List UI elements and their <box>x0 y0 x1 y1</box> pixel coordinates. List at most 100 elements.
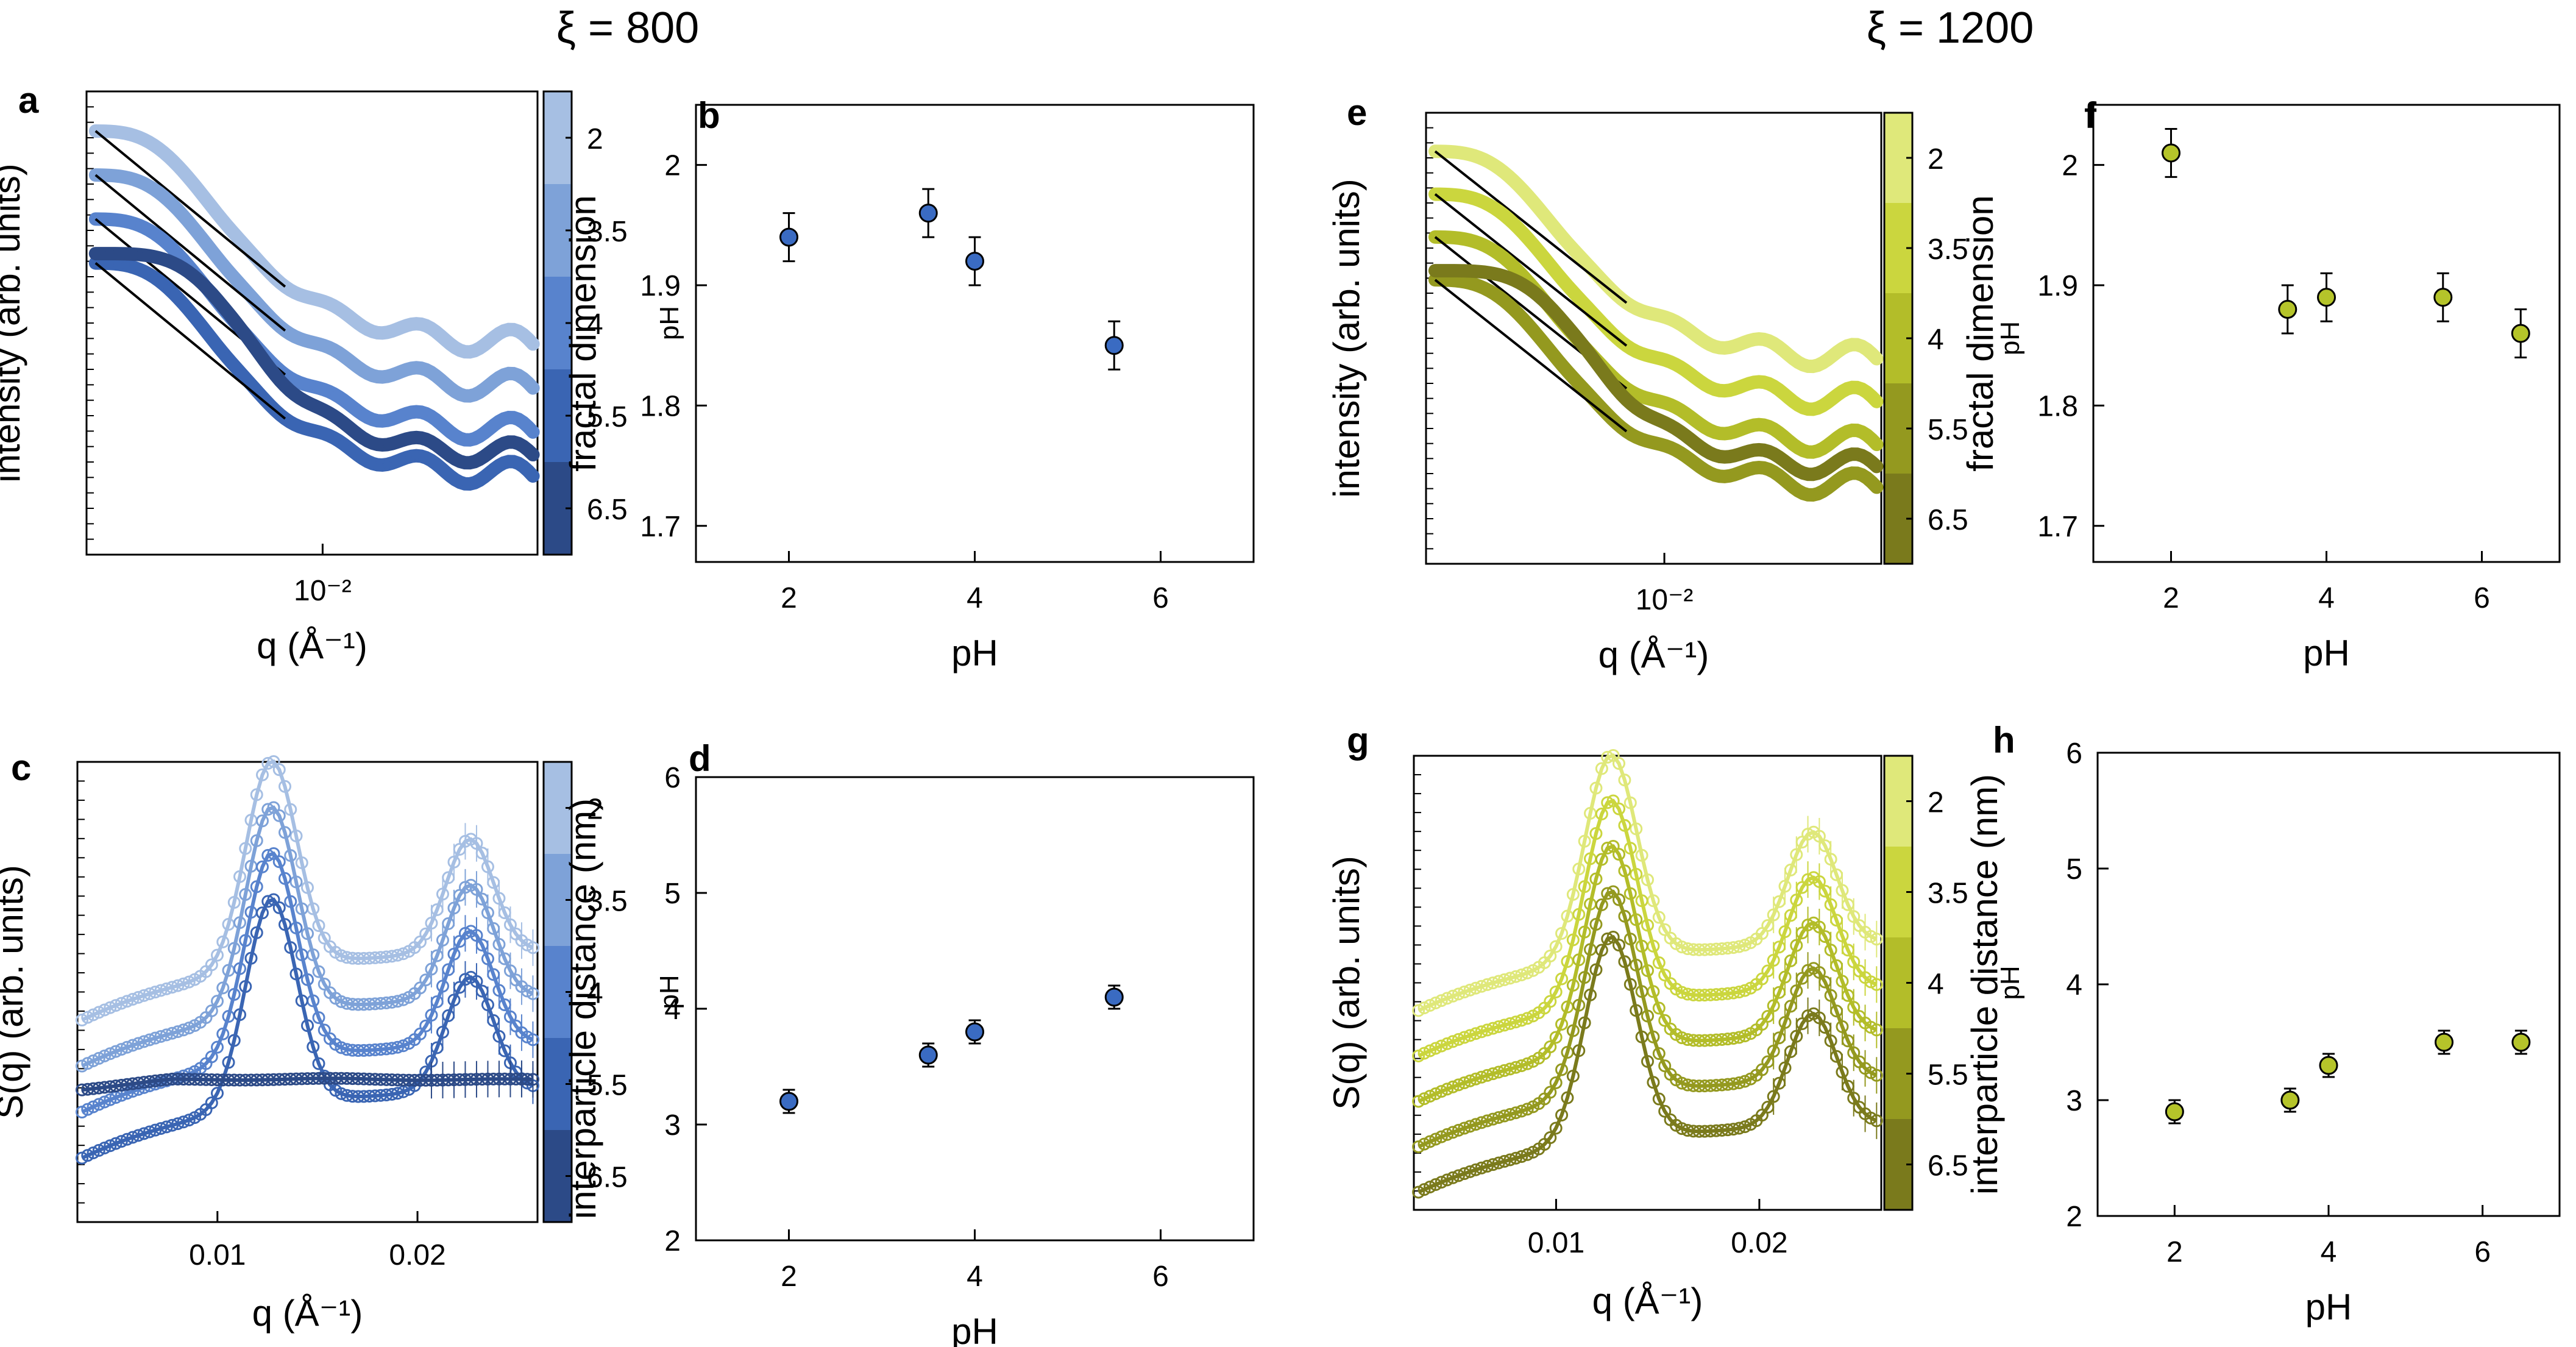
data-point <box>1549 1121 1563 1135</box>
data-point <box>154 984 168 997</box>
data-point <box>1104 336 1124 355</box>
data-point <box>1549 940 1563 953</box>
data-point <box>1798 488 1808 499</box>
data-point <box>280 325 290 336</box>
data-point <box>1618 955 1631 968</box>
data-point <box>1783 459 1794 469</box>
x-tick-label: 6 <box>2474 1236 2491 1268</box>
data-point <box>207 289 218 299</box>
data-point <box>109 1045 122 1058</box>
data-point <box>1566 1069 1580 1082</box>
data-point <box>1641 1009 1654 1023</box>
data-point <box>250 834 263 847</box>
data-point <box>1430 146 1440 157</box>
data-point <box>132 990 145 1004</box>
data-point <box>1566 978 1580 992</box>
data-point <box>1548 349 1558 359</box>
data-point <box>1544 1040 1557 1054</box>
data-point <box>193 227 203 238</box>
data-point <box>216 981 230 995</box>
data-point <box>469 477 480 488</box>
data-point <box>211 995 224 1008</box>
data-point <box>222 264 232 274</box>
data-point <box>1515 1014 1528 1027</box>
y-tick-label: 6 <box>664 762 681 794</box>
data-point <box>1509 1015 1522 1029</box>
data-point <box>137 1127 151 1140</box>
data-point <box>1423 1135 1436 1148</box>
x-tick-label: 10⁻² <box>1636 584 1694 616</box>
data-point <box>455 457 465 467</box>
data-point <box>1680 365 1691 375</box>
data-point <box>1798 468 1808 478</box>
data-point <box>1828 350 1838 361</box>
data-series-g-1 <box>1412 794 1883 1062</box>
data-point <box>1589 963 1603 976</box>
x-tick-label: 2 <box>781 1260 797 1293</box>
data-point <box>1418 1137 1431 1151</box>
data-point <box>1460 234 1470 244</box>
data-point <box>119 172 130 182</box>
data-point <box>411 407 422 417</box>
data-point <box>1515 1150 1528 1163</box>
data-point <box>250 926 263 939</box>
data-point <box>121 1040 134 1054</box>
y-axis-label: interparticle distance (nm) <box>1964 774 2005 1195</box>
data-point <box>126 1039 140 1052</box>
data-point <box>1533 331 1544 341</box>
data-point <box>324 343 334 353</box>
y-tick-label: 2 <box>664 150 681 182</box>
data-point <box>1572 953 1586 967</box>
data-point <box>105 215 115 225</box>
data-point <box>1584 988 1597 1001</box>
data-point <box>1783 435 1794 446</box>
data-point <box>391 995 404 1008</box>
data-point <box>353 450 363 460</box>
data-point <box>1709 470 1720 480</box>
colorbar-tick-label: 2 <box>587 123 603 155</box>
colorbar-tick-label: 6.5 <box>1928 504 1968 536</box>
data-point <box>1566 1024 1580 1037</box>
data-point <box>1480 1023 1494 1037</box>
data-point <box>1518 280 1528 290</box>
colorbar-label: pH <box>1995 321 2025 355</box>
panel-label-f: f <box>2084 95 2097 136</box>
data-point <box>1675 1122 1689 1136</box>
data-point <box>126 1131 140 1144</box>
data-point <box>1842 341 1853 351</box>
data-point <box>284 849 297 862</box>
data-point <box>149 140 159 151</box>
data-point <box>1463 1120 1477 1133</box>
data-point <box>1680 451 1691 461</box>
series-line <box>88 212 540 447</box>
data-point <box>1680 408 1691 418</box>
colorbar-tick-label: 4 <box>587 978 603 1010</box>
y-tick-label: 5 <box>2066 853 2082 886</box>
data-point <box>499 458 509 468</box>
y-tick-label: 2 <box>2066 1201 2082 1233</box>
data-point <box>1474 195 1485 205</box>
data-point <box>104 1001 117 1014</box>
data-point <box>1783 393 1794 403</box>
data-point <box>367 326 378 336</box>
data-point <box>244 951 258 965</box>
data-point <box>1675 1031 1689 1045</box>
data-series-c-0 <box>76 755 539 1027</box>
data-point <box>1828 394 1838 404</box>
data-point <box>222 306 232 316</box>
data-point <box>1429 1042 1442 1055</box>
data-point <box>1726 986 1740 1000</box>
data-point <box>1566 887 1580 901</box>
data-point <box>137 1035 151 1048</box>
data-point <box>469 389 480 400</box>
data-point <box>1486 1112 1500 1126</box>
data-point <box>391 1087 404 1100</box>
x-axis-label: q (Å⁻¹) <box>1592 1281 1703 1321</box>
data-series-e-0 <box>1428 144 1884 374</box>
data-point <box>397 1039 410 1053</box>
data-point <box>1595 944 1608 957</box>
data-point <box>1503 272 1514 283</box>
data-point <box>2162 143 2180 163</box>
data-point <box>1452 1169 1465 1182</box>
data-point <box>105 249 115 259</box>
